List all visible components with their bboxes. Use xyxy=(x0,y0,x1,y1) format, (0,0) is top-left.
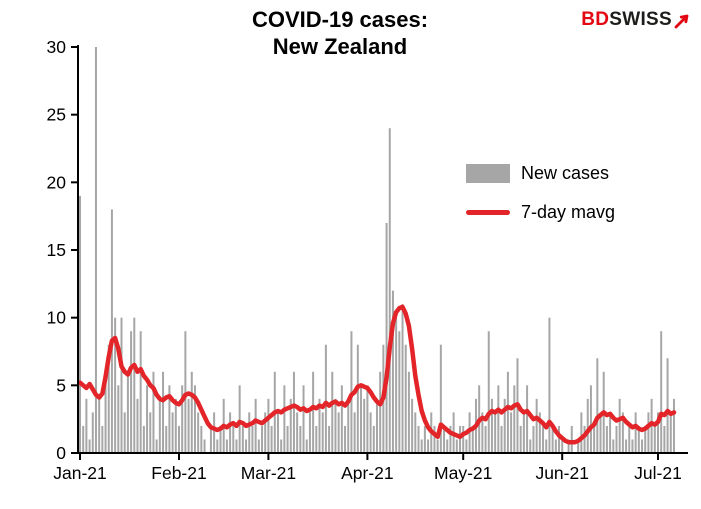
chart-title-line1: COVID-19 cases: xyxy=(251,7,429,32)
svg-text:5: 5 xyxy=(56,375,66,395)
svg-text:10: 10 xyxy=(47,308,67,328)
svg-text:Jul-21: Jul-21 xyxy=(634,463,682,483)
chart-title-line2: New Zealand xyxy=(272,34,408,59)
chart-title: COVID-19 cases: New Zealand xyxy=(0,6,680,60)
svg-text:Mar-21: Mar-21 xyxy=(241,463,296,483)
svg-text:Apr-21: Apr-21 xyxy=(341,463,394,483)
svg-text:Feb-21: Feb-21 xyxy=(151,463,206,483)
chart-legend: New cases 7-day mavg xyxy=(466,163,615,241)
svg-text:Jun-21: Jun-21 xyxy=(535,463,589,483)
legend-label-mavg: 7-day mavg xyxy=(521,202,616,222)
svg-text:15: 15 xyxy=(47,240,66,260)
legend-item-new-cases: New cases xyxy=(466,163,615,184)
bar-swatch-icon xyxy=(466,164,510,183)
logo-text-bd: BD xyxy=(581,9,610,30)
svg-text:0: 0 xyxy=(56,443,66,463)
svg-text:Jan-21: Jan-21 xyxy=(53,463,107,483)
legend-item-mavg: 7-day mavg xyxy=(466,202,615,223)
svg-text:25: 25 xyxy=(47,105,66,125)
svg-text:May-21: May-21 xyxy=(434,463,492,483)
line-swatch-icon xyxy=(466,210,510,215)
svg-text:20: 20 xyxy=(47,172,67,192)
logo-arrow-icon xyxy=(674,14,689,28)
legend-label-new-cases: New cases xyxy=(521,163,610,183)
logo-text-swiss: SWISS xyxy=(609,9,672,30)
svg-text:30: 30 xyxy=(47,37,67,57)
bdswiss-logo: BD SWISS xyxy=(581,9,691,31)
